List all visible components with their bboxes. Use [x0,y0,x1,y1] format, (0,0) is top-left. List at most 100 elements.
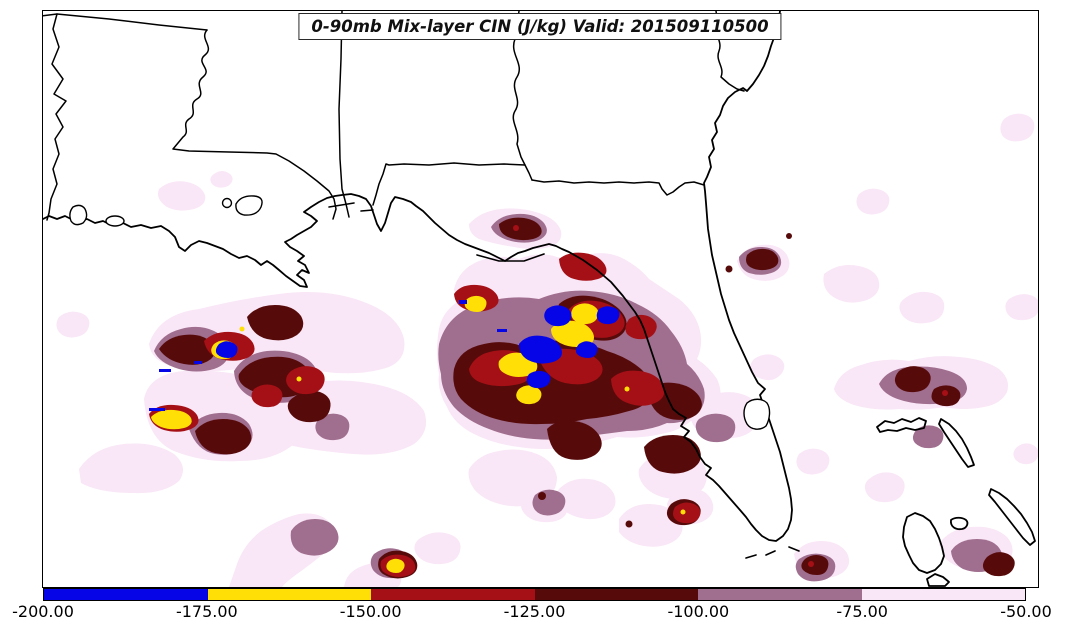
contour-region [56,311,90,338]
map-plot-area [42,10,1039,588]
contour-region [1005,294,1038,321]
contour-region [551,320,595,348]
contour-region [983,552,1015,577]
contour-region [856,188,890,215]
map-title: 0-90mb Mix-layer CIN (J/kg) Valid: 20150… [311,17,769,36]
bimini-ring [950,517,969,531]
contour-region [611,370,665,406]
contour-speck [149,408,166,412]
colorbar-tick-label: -75.00 [836,602,888,621]
bahamas-islands [876,417,1037,587]
colorbar-tick-label: -50.00 [1000,602,1052,621]
contour-region [571,303,599,325]
eleuthera-island [988,488,1037,547]
mississippi-sound-islands [328,202,375,213]
contour-region [386,558,405,574]
grand-lake [105,215,125,227]
contour-region [576,341,598,359]
colorbar-tick-label: -200.00 [12,602,74,621]
colorbar-segment--175to-150 [207,589,371,600]
colorbar-tick-label: -125.00 [503,602,566,621]
contour-speck [194,361,203,365]
apalachicola-barrier-island [476,253,546,263]
contour-speck [159,369,172,373]
contour-region [556,478,616,520]
lake-okeechobee [743,398,771,431]
contour-region [286,366,325,395]
contour-region [516,385,542,405]
florida-keys [745,546,801,560]
contour-region [750,354,785,381]
state-borders [43,11,745,221]
contour-region [158,181,206,211]
contour-region [251,384,283,408]
contour-region [247,305,304,341]
contour-region [801,555,829,576]
contour-speck [239,326,245,332]
contour-speck [786,233,793,240]
contour-region [644,435,702,474]
contour-region [695,413,736,443]
lake-pontchartrain [235,195,263,216]
contour-region [865,472,905,503]
contour-speck [459,300,468,305]
contour-region [287,390,331,423]
contour-region [559,252,607,281]
contour-region [673,502,701,524]
contour-region [619,504,683,547]
coastlines [43,11,801,560]
gulf-atlantic-coastline [43,11,794,543]
contour-speck [680,509,686,515]
contour-region [414,532,461,565]
border-texas-louisiana [46,13,67,221]
contour-region [913,425,944,449]
lake-maurepas [222,198,233,209]
contour-speck [808,561,815,568]
contour-region [1013,443,1038,465]
colorbar-tick-label: -175.00 [175,602,238,621]
contour-speck [497,329,508,333]
cin-contour-map [43,11,1038,587]
colorbar-segment--200to-175 [44,589,208,600]
contour-region [526,371,551,389]
border-georgia-florida [531,179,705,196]
contour-speck [624,386,630,392]
contour-region [899,292,945,324]
colorbar-tick-label: -100.00 [667,602,730,621]
colorbar-segment--125to-100 [534,589,698,600]
contour-region [544,305,572,327]
contour-region [547,420,602,461]
andros-island [902,512,946,575]
border-alabama-florida [372,162,526,206]
abaco-island [938,418,976,469]
contour-region [79,443,184,494]
colorbar-segment--150to-125 [371,589,535,600]
contour-speck [942,390,949,397]
contour-region [746,249,779,271]
border-mississippi-alabama [338,11,350,218]
contour-region [796,448,830,475]
border-arkansas-louisiana [43,13,208,31]
contour-region [895,366,931,393]
contour-region [290,519,339,556]
contour-speck [625,520,633,528]
map-title-box: 0-90mb Mix-layer CIN (J/kg) Valid: 20150… [298,13,782,40]
contour-region [464,296,487,313]
contour-speck [513,225,520,232]
lakes [69,195,771,431]
border-louisiana-mississippi [172,29,337,220]
contour-region [625,315,657,340]
colorbar-segment--75to-50 [861,589,1025,600]
contour-region [159,334,216,366]
colorbar-segment--100to-75 [698,589,862,600]
contour-speck [538,492,547,501]
colorbar-tick-label: -150.00 [339,602,402,621]
island-fragment-south [926,573,951,587]
contour-region [499,217,542,241]
border-alabama-georgia [512,11,533,181]
colorbar-ticks: -200.00 -175.00 -150.00 -125.00 -100.00 -75.0… [12,602,1052,626]
contour-region [596,306,620,325]
cin-blue-regions [149,300,620,412]
colorbar [43,588,1026,601]
contour-speck [296,376,302,382]
